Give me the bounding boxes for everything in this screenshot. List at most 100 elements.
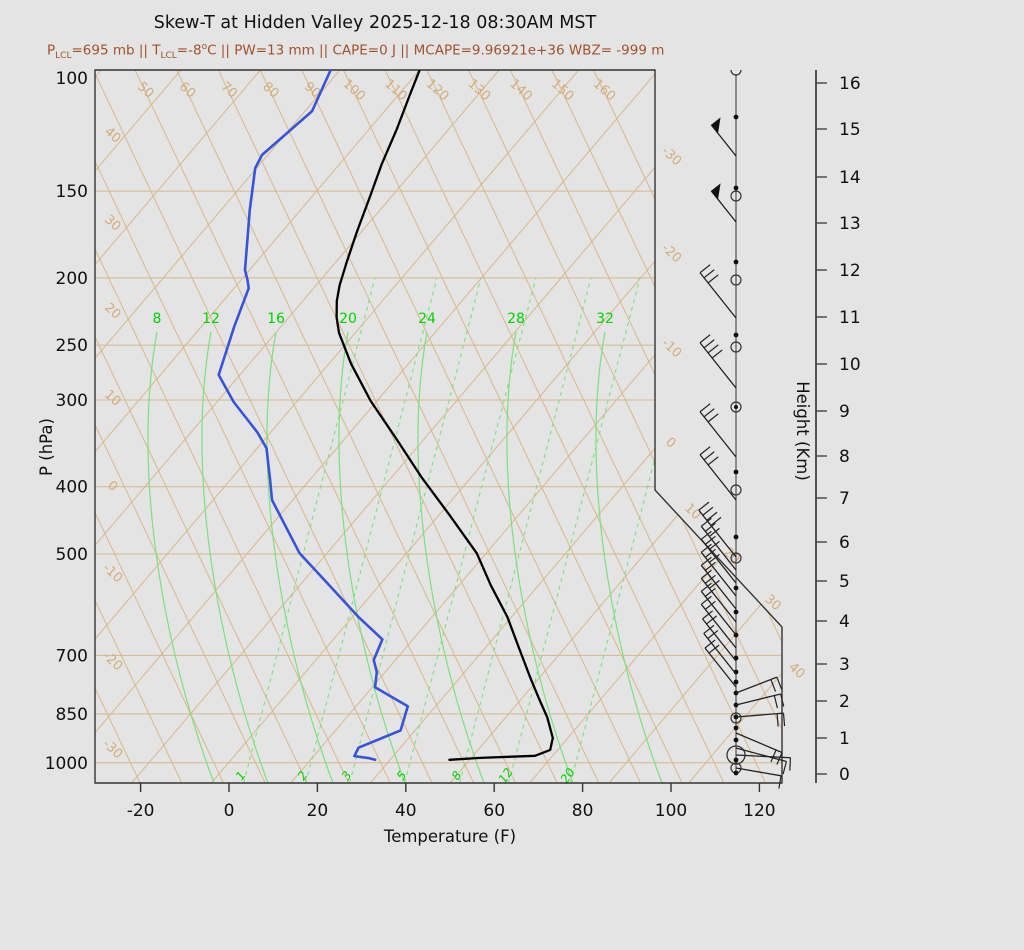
wind-barb-feather bbox=[778, 775, 782, 789]
isotherm-line bbox=[95, 70, 580, 783]
wind-barb-feather bbox=[699, 446, 711, 456]
temperature-trace bbox=[335, 70, 554, 761]
wind-barb-feather bbox=[700, 569, 712, 579]
background-grid bbox=[95, 70, 782, 783]
wind-barb-column bbox=[698, 69, 792, 789]
isotherm-left-label: 20 bbox=[101, 300, 123, 322]
wind-barb-feather bbox=[700, 595, 712, 605]
pressure-tick-label: 500 bbox=[56, 545, 88, 565]
wind-level-dot bbox=[733, 114, 739, 120]
wind-barb-shaft bbox=[735, 754, 791, 759]
x-axis-tick-label: 0 bbox=[224, 801, 235, 821]
wind-barb-shaft bbox=[700, 564, 737, 610]
dry-adiabat-line bbox=[95, 70, 350, 783]
wind-level-circle bbox=[730, 401, 742, 413]
wind-level-dot bbox=[733, 770, 739, 776]
moist-adiabat-label: 8 bbox=[153, 311, 162, 327]
wind-level-dot bbox=[733, 534, 739, 540]
isotherm-line bbox=[131, 70, 739, 783]
isotherm-line bbox=[95, 70, 182, 783]
height-tick-label: 5 bbox=[839, 572, 850, 592]
moist-adiabat-line bbox=[201, 331, 269, 783]
isotherm-left-label: 30 bbox=[101, 212, 123, 234]
dry-adiabat-line bbox=[176, 70, 516, 783]
wind-barb-feather bbox=[703, 624, 715, 634]
moist-adiabat-line bbox=[147, 331, 215, 783]
wind-barb-shaft bbox=[735, 693, 781, 706]
wind-barb-feather bbox=[704, 639, 716, 649]
height-tick-label: 0 bbox=[839, 765, 850, 785]
wind-barb-feather bbox=[708, 579, 720, 589]
wind-level-circle bbox=[730, 341, 742, 353]
wind-level-circle bbox=[730, 552, 742, 564]
wind-barb-feather bbox=[707, 456, 719, 466]
isotherm-top-label: 60 bbox=[176, 79, 198, 101]
wind-barb-shaft bbox=[703, 633, 737, 675]
wind-barb-feather bbox=[698, 501, 710, 511]
height-tick-label: 16 bbox=[839, 74, 861, 94]
moist-adiabat-line bbox=[417, 331, 485, 783]
height-tick-label: 6 bbox=[839, 533, 850, 553]
isotherm-line bbox=[529, 70, 782, 783]
dewpoint-trace bbox=[217, 70, 410, 762]
moist-adiabat-line bbox=[506, 331, 574, 783]
wind-barb-feather bbox=[703, 339, 715, 349]
height-tick-label: 4 bbox=[839, 612, 850, 632]
wind-barb-shaft bbox=[699, 342, 737, 389]
wind-barb-feather bbox=[702, 610, 714, 620]
moist-adiabat-line bbox=[338, 331, 406, 783]
moist-adiabat-line bbox=[266, 331, 334, 783]
wind-level-dot bbox=[733, 679, 739, 685]
wind-barb-feather bbox=[704, 522, 716, 532]
height-tick-label: 13 bbox=[839, 214, 861, 234]
isotherm-top-label: 100 bbox=[340, 77, 368, 105]
wind-barb-feather bbox=[711, 349, 723, 359]
wind-barb-feather bbox=[789, 757, 792, 771]
isotherm-right-label: -10 bbox=[658, 336, 684, 361]
x-axis-tick-label: 120 bbox=[743, 801, 775, 821]
height-tick-label: 14 bbox=[839, 168, 861, 188]
dry-adiabat-line bbox=[95, 70, 141, 783]
isotherm-line bbox=[290, 70, 782, 783]
moist-adiabat-label: 28 bbox=[507, 311, 525, 327]
dry-adiabat-line bbox=[301, 70, 641, 783]
wind-level-circle bbox=[730, 712, 742, 724]
dry-adiabat-line bbox=[343, 70, 683, 783]
staff-top-marker bbox=[730, 69, 742, 76]
wind-barb-feather bbox=[706, 511, 718, 521]
chart-subtitle: PLCL=695 mb || TLCL=-8oC || PW=13 mm || … bbox=[47, 42, 665, 62]
plot-border bbox=[94, 69, 783, 784]
pressure-tick-label: 250 bbox=[56, 336, 88, 356]
wind-barb-feather bbox=[707, 413, 719, 423]
wind-barb-feather bbox=[699, 264, 711, 274]
dry-adiabat-line bbox=[134, 70, 475, 783]
dry-adiabat-line bbox=[95, 70, 266, 783]
isotherm-top-label: 80 bbox=[259, 79, 281, 101]
isotherm-left-label: -20 bbox=[99, 649, 125, 674]
dry-adiabat-line bbox=[95, 70, 391, 783]
wind-barb-feather bbox=[703, 269, 715, 279]
isotherm-line bbox=[210, 70, 782, 783]
height-tick-label: 11 bbox=[839, 308, 861, 328]
isotherm-top-label: 130 bbox=[465, 77, 493, 105]
dry-adiabat-line bbox=[95, 70, 308, 783]
height-tick-label: 10 bbox=[839, 355, 861, 375]
wind-barb-feather bbox=[704, 600, 716, 610]
mixing-ratio-line bbox=[243, 277, 376, 783]
wind-level-dot bbox=[733, 609, 739, 615]
wind-barb-shaft bbox=[735, 712, 784, 718]
plot-border-polygon bbox=[94, 69, 783, 784]
wind-barb-shaft bbox=[710, 190, 737, 223]
wind-barb-feather bbox=[707, 629, 719, 639]
wind-barb-feather bbox=[770, 679, 777, 692]
height-tick-label: 1 bbox=[839, 729, 850, 749]
mixing-ratio-line bbox=[404, 277, 537, 783]
isotherm-line bbox=[95, 70, 341, 783]
wind-level-dot bbox=[733, 757, 739, 763]
wind-barb-shaft bbox=[700, 590, 737, 636]
wind-barb-feather bbox=[773, 695, 779, 709]
wind-barb-feather bbox=[780, 693, 785, 707]
isotherm-right-label: 0 bbox=[662, 435, 678, 452]
wind-barb-feather bbox=[700, 543, 712, 553]
isotherm-top-label: 160 bbox=[590, 77, 618, 105]
